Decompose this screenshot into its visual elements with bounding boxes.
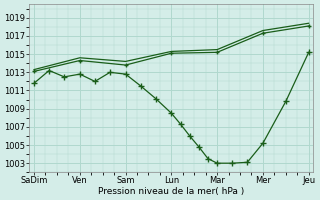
X-axis label: Pression niveau de la mer( hPa ): Pression niveau de la mer( hPa ): [98, 187, 244, 196]
